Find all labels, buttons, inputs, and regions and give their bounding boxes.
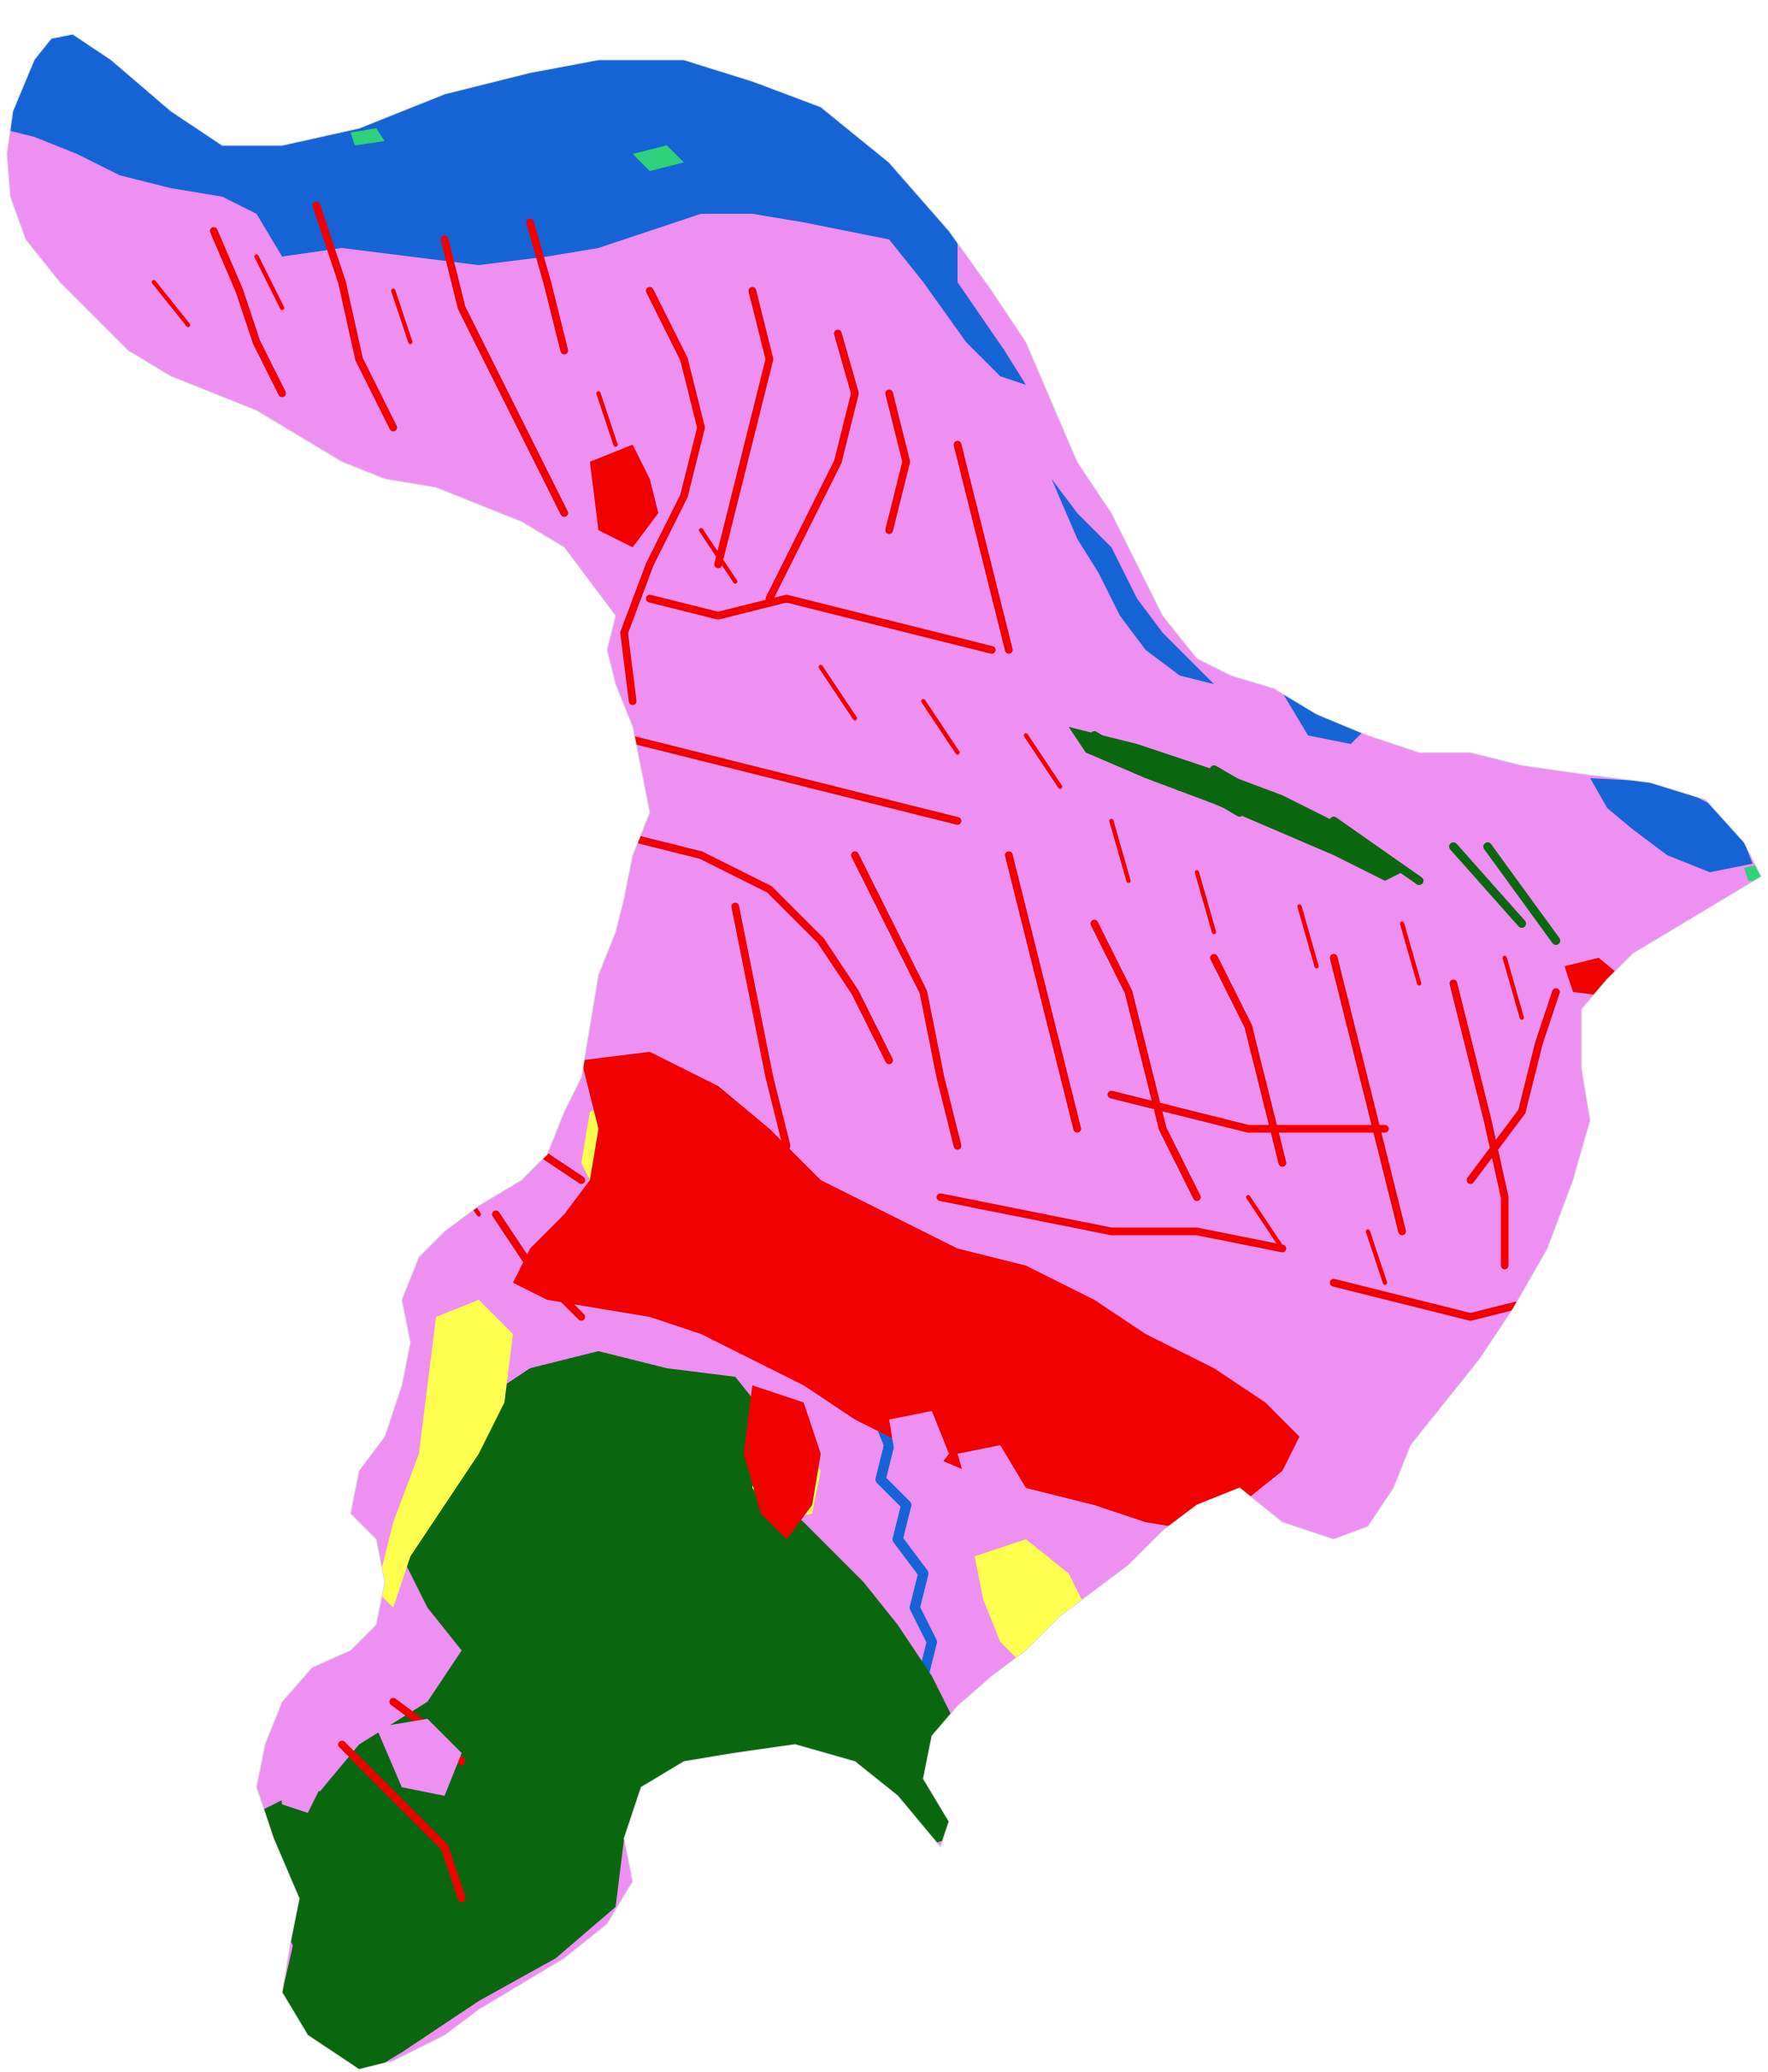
wetland-patch-1 bbox=[633, 145, 684, 171]
water-region-coast bbox=[1052, 479, 1214, 684]
builtup-region-urban-core bbox=[513, 1052, 1299, 1531]
forest-streaks bbox=[1090, 731, 1560, 945]
builtup-region-west-town bbox=[590, 445, 658, 547]
water-region-east bbox=[1590, 778, 1753, 872]
cropland-patch-south-4 bbox=[958, 1445, 1026, 1531]
water-river bbox=[867, 1397, 946, 1724]
grassland-region-1 bbox=[376, 1300, 513, 1608]
cropland-patch-south-3 bbox=[889, 1411, 949, 1488]
forest-region-south bbox=[282, 1351, 975, 2069]
cropland-patch-south-2 bbox=[376, 1719, 462, 1796]
wetland-patch-2 bbox=[351, 128, 385, 145]
cropland-patch-south-1 bbox=[274, 1744, 325, 1813]
builtup-region-south-strip bbox=[744, 1385, 821, 1539]
